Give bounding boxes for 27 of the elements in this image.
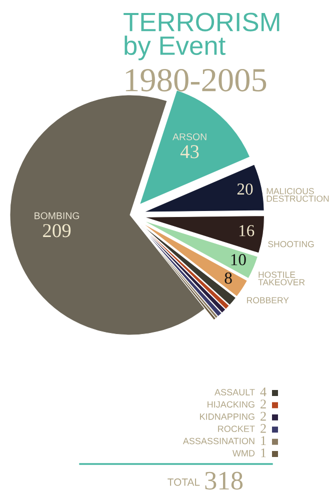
slice-label: BOMBING <box>34 212 80 220</box>
chart-title: TERRORISM by Event <box>124 12 280 60</box>
legend-label: ROCKET <box>218 426 255 432</box>
data-label: 10 <box>231 254 246 266</box>
data-label: 16 <box>239 225 254 236</box>
legend-label: ASSAULT <box>214 389 255 396</box>
slice-label: ARSON <box>172 133 206 140</box>
data-label: 2 <box>260 424 266 433</box>
slice-label: MALICIOUS DESTRUCTION <box>266 188 329 202</box>
data-label: 4 <box>260 387 266 396</box>
data-label: 8 <box>224 272 232 284</box>
data-label: 1 <box>261 448 266 458</box>
slice-label: HOSTILE TAKEOVER <box>258 272 305 286</box>
data-label: 1 <box>261 436 266 445</box>
data-label: 2 <box>260 412 266 421</box>
legend-label: HIJACKING <box>208 401 254 408</box>
text: TOTAL 318 <box>168 472 243 490</box>
data-label: 43 <box>180 145 199 158</box>
chart-subtitle: 1980-2005 <box>126 68 266 92</box>
slice-label: SHOOTING <box>268 241 314 248</box>
data-label: 209 <box>43 224 71 238</box>
data-label: 20 <box>237 183 253 195</box>
data-label: 2 <box>260 400 266 408</box>
legend-label: WMD <box>232 450 255 456</box>
slice-label: ROBBERY <box>247 297 289 304</box>
legend-label: ASSASSINATION <box>182 438 254 444</box>
legend-label: KIDNAPPING <box>200 413 254 420</box>
